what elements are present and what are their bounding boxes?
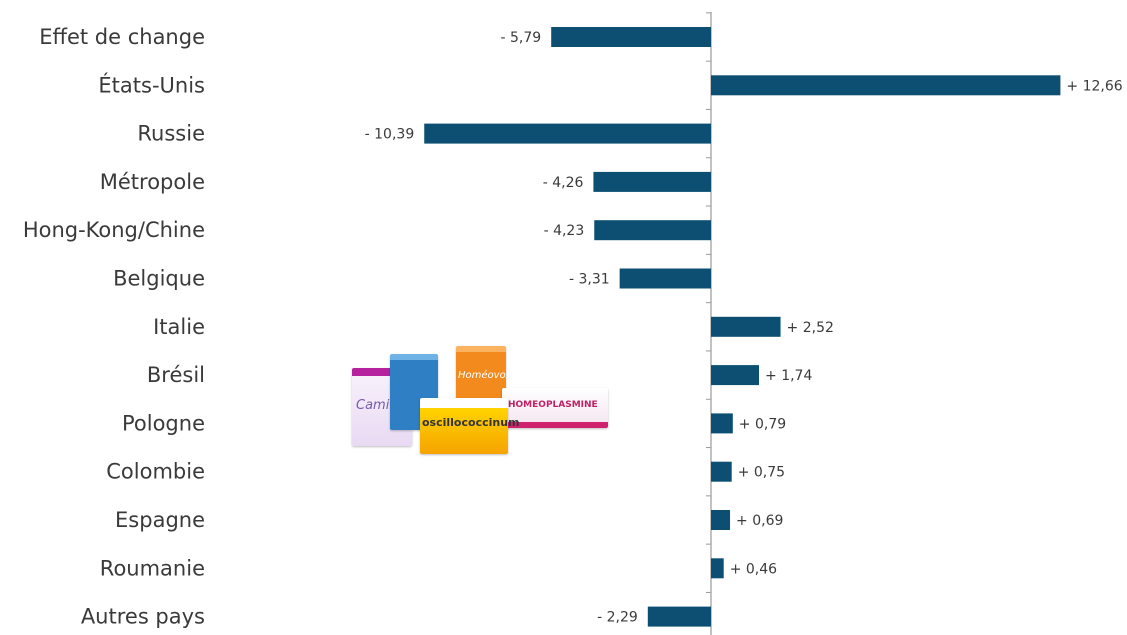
value-label: - 2,29 bbox=[597, 610, 638, 626]
value-label: - 4,26 bbox=[543, 175, 584, 191]
value-label: - 10,39 bbox=[365, 127, 415, 143]
oscillococcinum-box: oscillococcinum bbox=[420, 398, 520, 454]
category-label: Effet de change bbox=[39, 25, 205, 49]
value-label: - 5,79 bbox=[501, 30, 542, 46]
category-label: États-Unis bbox=[98, 72, 205, 97]
category-label: Colombie bbox=[106, 460, 205, 484]
bar bbox=[711, 558, 724, 579]
oscillococcinum-label: oscillococcinum bbox=[422, 416, 520, 429]
homeovox-label: Homéovox bbox=[458, 370, 512, 381]
category-label: Métropole bbox=[100, 170, 205, 194]
category-label: Espagne bbox=[115, 508, 205, 532]
bar bbox=[594, 220, 711, 241]
bar bbox=[619, 268, 711, 289]
bar bbox=[711, 413, 733, 434]
bar bbox=[711, 461, 732, 482]
value-label: + 0,79 bbox=[739, 416, 786, 432]
value-label: + 1,74 bbox=[765, 368, 812, 384]
value-label: + 0,75 bbox=[738, 465, 785, 481]
category-label: Autres pays bbox=[81, 605, 205, 629]
value-label: - 4,23 bbox=[544, 223, 585, 239]
bar bbox=[711, 510, 731, 530]
value-label: + 2,52 bbox=[787, 320, 834, 336]
bar bbox=[711, 75, 1061, 96]
value-label: + 0,46 bbox=[730, 561, 777, 577]
category-label: Pologne bbox=[122, 411, 205, 435]
category-label: Italie bbox=[153, 315, 205, 339]
bar bbox=[551, 27, 711, 47]
category-label: Russie bbox=[137, 122, 205, 146]
category-label: Belgique bbox=[113, 267, 205, 291]
value-label: - 3,31 bbox=[569, 272, 610, 288]
category-label: Hong-Kong/Chine bbox=[23, 218, 205, 242]
product-photo: Camilia Homéovox HOMEOPLASMINE oscilloco… bbox=[352, 346, 610, 454]
value-label: + 12,66 bbox=[1066, 78, 1122, 94]
value-label: + 0,69 bbox=[736, 513, 783, 529]
bar bbox=[593, 171, 711, 192]
homeoplasmine-label: HOMEOPLASMINE bbox=[508, 400, 598, 410]
bar bbox=[424, 123, 711, 144]
homeoplasmine-box: HOMEOPLASMINE bbox=[502, 388, 608, 428]
category-label: Brésil bbox=[147, 363, 205, 387]
category-label: Roumanie bbox=[100, 556, 205, 580]
bar bbox=[711, 316, 781, 337]
bar bbox=[711, 365, 760, 386]
bar bbox=[647, 606, 711, 627]
